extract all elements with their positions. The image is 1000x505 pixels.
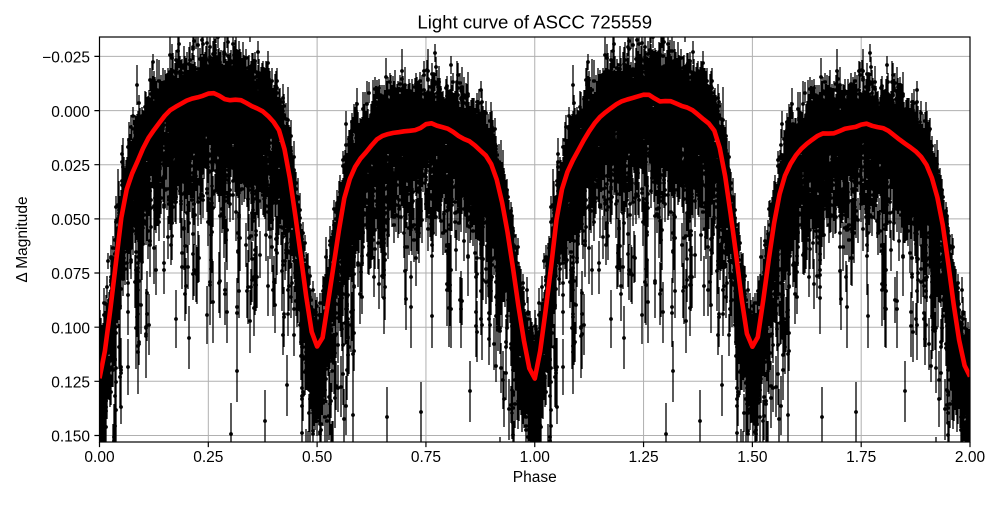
svg-text:0.125: 0.125 <box>51 375 90 392</box>
svg-text:Light curve of ASCC 725559: Light curve of ASCC 725559 <box>417 11 652 32</box>
svg-text:0.050: 0.050 <box>51 212 90 229</box>
svg-text:0.150: 0.150 <box>51 429 90 446</box>
svg-text:0.25: 0.25 <box>193 449 223 466</box>
svg-text:0.50: 0.50 <box>302 449 333 466</box>
svg-text:0.75: 0.75 <box>411 449 441 466</box>
svg-text:−0.025: −0.025 <box>42 50 90 67</box>
svg-text:0.100: 0.100 <box>51 320 90 337</box>
svg-text:1.00: 1.00 <box>520 449 551 466</box>
svg-text:1.50: 1.50 <box>737 449 768 466</box>
svg-text:0.075: 0.075 <box>51 266 90 283</box>
svg-text:2.00: 2.00 <box>955 449 986 466</box>
svg-text:1.75: 1.75 <box>846 449 876 466</box>
svg-text:1.25: 1.25 <box>628 449 658 466</box>
svg-text:0.025: 0.025 <box>51 158 90 175</box>
svg-text:Phase: Phase <box>513 469 557 486</box>
svg-text:0.00: 0.00 <box>84 449 115 466</box>
svg-text:Δ Magnitude: Δ Magnitude <box>14 196 31 282</box>
svg-text:0.000: 0.000 <box>51 104 90 121</box>
